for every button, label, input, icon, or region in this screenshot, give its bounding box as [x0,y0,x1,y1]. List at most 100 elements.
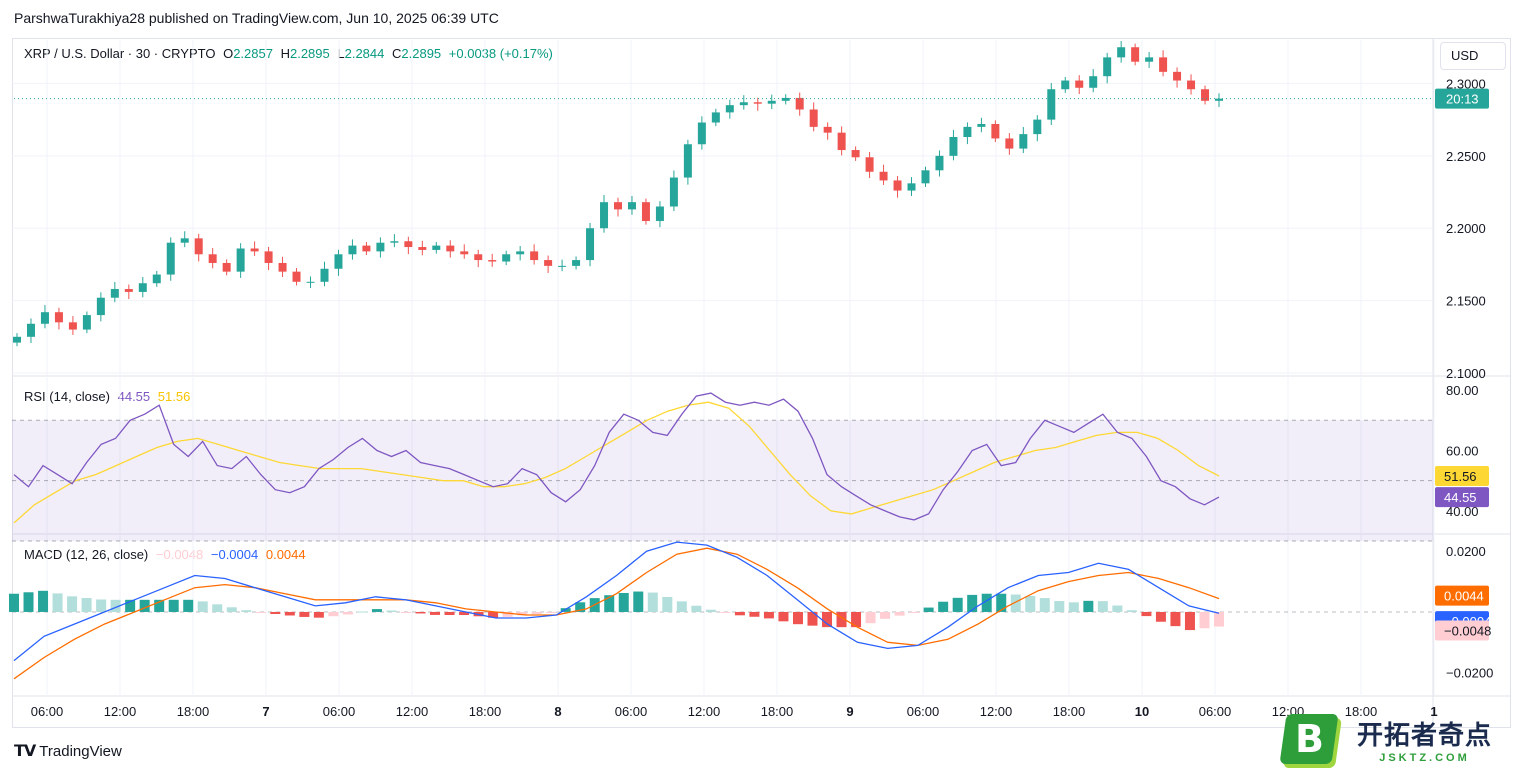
rsi-ma-value-label: 51.56 [1444,469,1477,484]
macd-histogram-bar [328,611,339,617]
candlestick [40,305,49,329]
macd-histogram-bar [430,611,441,615]
macd-signal-value-label: 0.0044 [1444,589,1484,604]
candle-body [124,289,133,292]
macd-histogram-bar [313,611,324,618]
candlestick [474,249,483,268]
candle-body [558,265,567,267]
candlestick [1089,69,1098,93]
candlestick [180,231,189,248]
candle-body [627,202,636,210]
countdown-badge [1435,88,1489,109]
candlestick [488,253,497,267]
macd-histogram-bar [1155,611,1166,622]
macd-histogram-bar [342,611,353,615]
x-tick-label: 06:00 [323,704,356,719]
x-tick-label: 8 [554,704,561,719]
candlestick [935,150,944,177]
macd-histogram-bar [923,607,934,612]
candlestick [278,256,287,278]
candle-body [362,245,371,252]
x-tick-label: 12:00 [980,704,1013,719]
candlestick [1047,83,1056,125]
macd-histogram-bar [662,596,673,612]
candlestick [54,307,63,330]
rsi-label[interactable]: RSI (14, close) [24,389,110,404]
candle-body [725,105,734,113]
candle-body [1201,89,1210,101]
candle-body [26,323,35,337]
macd-histogram-bar [894,611,905,616]
macd-histogram-bar [909,611,920,613]
macd-histogram-bar [517,611,528,616]
macd-histogram-bar [1025,595,1036,612]
candle-body [641,202,650,221]
macd-histogram-bar [836,611,847,628]
macd-histogram-bar [880,611,891,619]
candlestick [1159,50,1168,77]
candlestick [697,116,706,150]
macd-histogram-bar [647,592,658,612]
candlestick [614,197,622,217]
candlestick [627,195,636,215]
candle-body [781,97,790,101]
candle-body [446,245,455,252]
currency-button[interactable]: USD [1440,42,1506,70]
candle-body [222,262,231,272]
macd-signal-line [13,547,1220,680]
candlestick [1075,75,1084,95]
candle-body [152,274,161,284]
candle-body [1033,119,1042,135]
candle-body [683,144,692,178]
rsi-tick-label: 40.00 [1446,504,1479,519]
price-tick-label: 2.1500 [1446,294,1486,309]
tradingview-brand[interactable]: TradingView [39,742,122,760]
candle-body [600,202,609,229]
candle-body [795,97,804,110]
candlestick [572,256,581,270]
x-tick-label: 06:00 [31,704,64,719]
macd-histogram-bar [633,591,644,612]
candlestick [907,177,916,196]
macd-label[interactable]: MACD (12, 26, close) [24,547,149,562]
macd-hist-value-label: −0.0048 [1444,624,1491,639]
candle-body [823,126,832,133]
x-tick-label: 7 [262,704,269,719]
candle-body [432,245,441,250]
candlestick [362,241,371,256]
candlestick [753,97,762,111]
candle-body [949,137,958,156]
candlestick [460,244,469,259]
watermark-url: JSKTZ.COM [1379,751,1470,764]
candle-body [669,177,678,207]
macd-hist-value: −0.0048 [155,547,204,562]
x-tick-label: 18:00 [761,704,794,719]
candlestick [348,239,357,260]
macd-histogram-bar [81,598,92,612]
candlestick [446,240,455,258]
candle-body [921,170,930,184]
candlestick [600,195,609,233]
candle-body [544,260,553,266]
candle-body [977,123,986,127]
candlestick [1019,127,1028,154]
candlestick [879,164,888,185]
candlestick [376,237,385,258]
countdown-label: 20:13 [1446,92,1479,107]
macd-histogram-bar [763,611,774,619]
candle-body [488,260,497,262]
rsi-tick-label: 80.00 [1446,383,1479,398]
macd-histogram-bar [23,592,34,612]
candle-body [697,122,706,145]
candlestick [837,126,846,156]
candle-body [376,242,385,252]
rsi-legend: RSI (14, close) 44.55 51.56 [24,389,194,404]
candlestick [851,146,860,161]
candle-body [1019,134,1028,149]
candle-body [418,247,427,250]
candle-body [390,241,399,243]
x-tick-label: 12:00 [104,704,137,719]
publisher-line: ParshwaTurakhiya28 published on TradingV… [14,10,499,26]
candle-body [935,155,944,171]
